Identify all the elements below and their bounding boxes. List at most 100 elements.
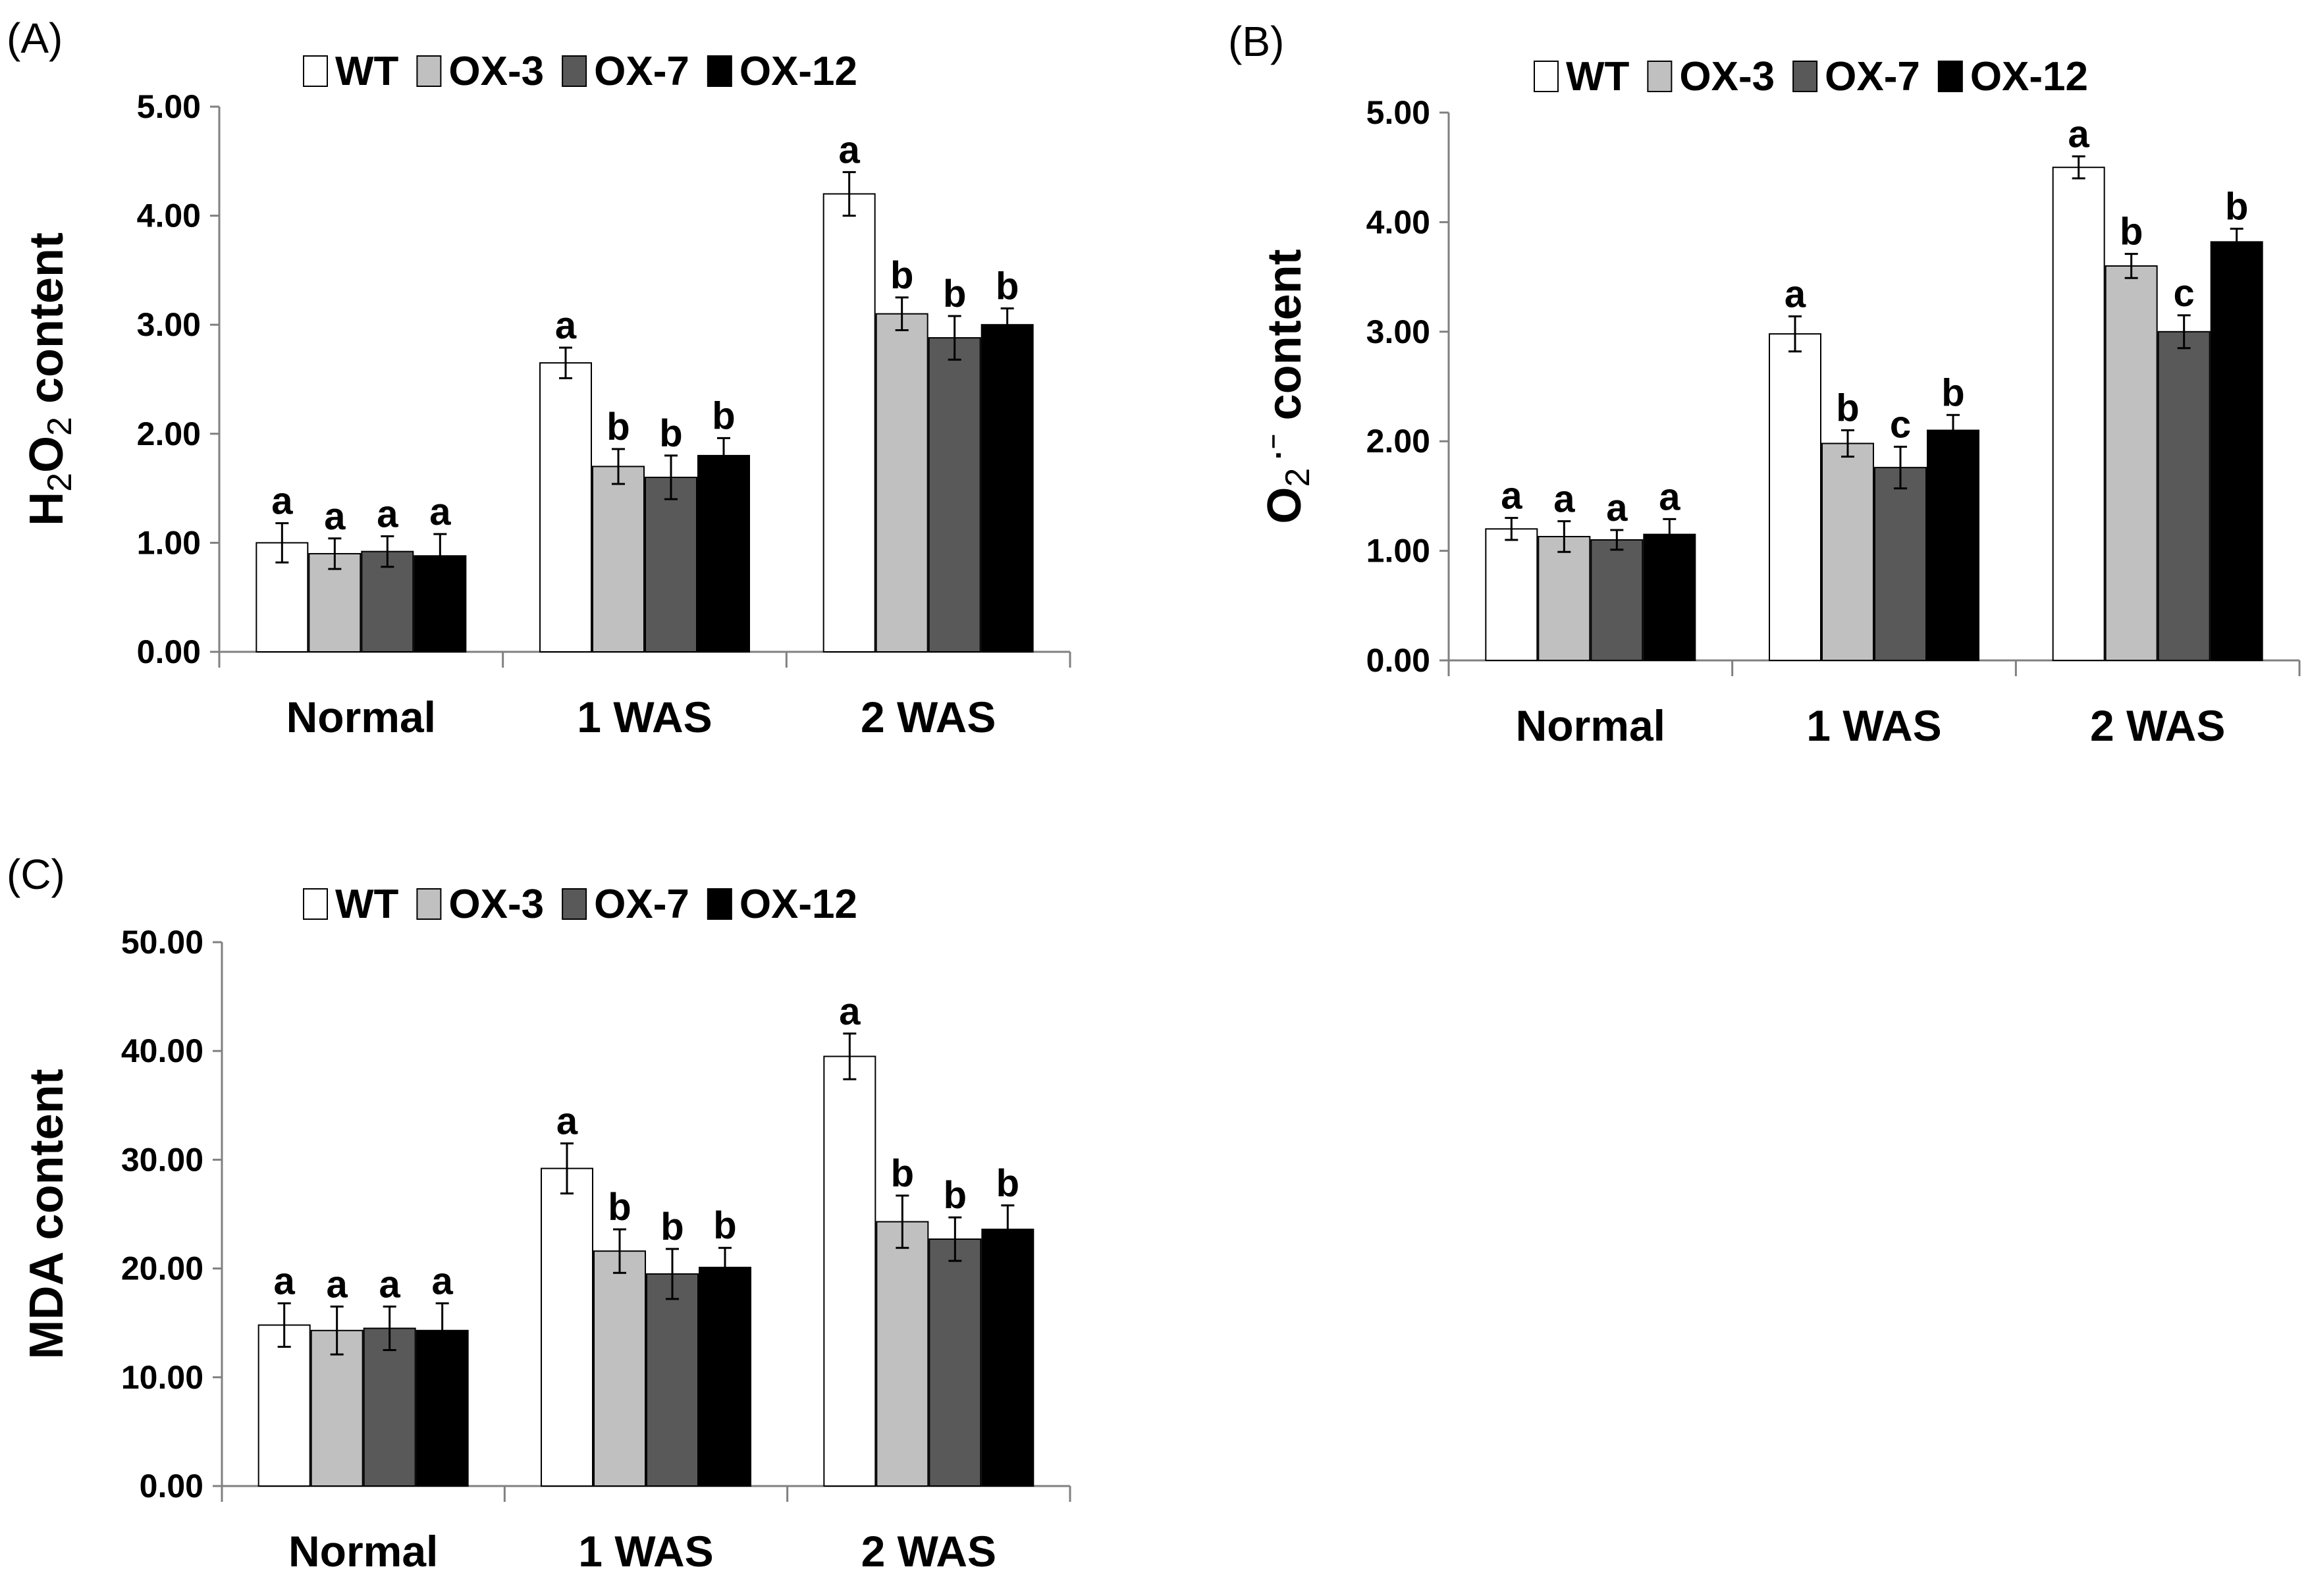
bar-ox-3	[593, 1250, 646, 1487]
significance-letter: b	[660, 1206, 684, 1248]
legend-label: OX-7	[594, 882, 689, 927]
x-category-label: 2 WAS	[2090, 701, 2225, 750]
x-category-label: 1 WAS	[1806, 701, 1941, 750]
bar-ox-7	[645, 477, 697, 652]
legend-label: OX-3	[448, 49, 544, 94]
y-tick-label: 0.00	[1366, 642, 1430, 679]
y-tick-label: 2.00	[137, 415, 201, 452]
bar-wt	[1485, 528, 1538, 661]
significance-letter: b	[891, 1152, 914, 1195]
x-category-label: Normal	[1516, 701, 1665, 750]
y-axis-label-part: MDA content	[20, 1069, 73, 1359]
significance-letter: b	[713, 1204, 736, 1247]
y-axis-label: MDA content	[20, 1069, 73, 1359]
bar-ox-3	[1538, 535, 1591, 662]
significance-letter: b	[890, 254, 913, 297]
significance-letter: b	[1941, 371, 1964, 414]
y-tick-label: 0.00	[140, 1468, 203, 1504]
bar-wt	[823, 1055, 876, 1487]
significance-letter: b	[712, 394, 735, 437]
legend-label: OX-3	[448, 882, 544, 927]
significance-letter: b	[996, 1162, 1019, 1205]
y-tick-label: 1.00	[137, 524, 201, 561]
bar-ox-3	[875, 313, 928, 652]
bar-ox-12	[1927, 429, 1979, 661]
y-axis-label: H2O2 content	[20, 232, 79, 526]
bar-ox-7	[2157, 331, 2211, 661]
legend-label: OX-3	[1679, 54, 1775, 99]
y-tick-label: 30.00	[121, 1141, 203, 1178]
legend-swatch	[1792, 61, 1818, 92]
y-tick-label: 50.00	[121, 924, 203, 961]
significance-letter: a	[379, 1263, 401, 1306]
legend-swatch	[707, 55, 732, 87]
y-tick-label: 10.00	[121, 1359, 203, 1396]
bar-ox-3	[308, 552, 362, 653]
legend-swatch	[416, 55, 442, 87]
y-tick-label: 5.00	[137, 88, 201, 125]
panel-label: (B)	[1228, 18, 1284, 65]
significance-letter: b	[943, 273, 966, 315]
significance-letter: a	[271, 480, 293, 523]
legend-swatch	[562, 55, 587, 87]
bar-ox-12	[699, 1266, 751, 1487]
chart-panel-c: (C) WT OX-3 OX-7 OX-12 0.00 10.00 20.00 30.00 40.…	[7, 851, 1071, 1576]
y-axis-label-part: content	[20, 232, 73, 417]
chart-panel-a: (A) WT OX-3 OX-7 OX-12 0.00 1.00 2.00 3.00 4.00 5.…	[7, 14, 1071, 741]
bar-ox-12	[981, 1229, 1034, 1487]
significance-letter: a	[377, 492, 398, 535]
x-category-label: 1 WAS	[578, 1527, 713, 1576]
legend-label: WT	[335, 882, 399, 927]
x-category-label: 2 WAS	[861, 693, 996, 741]
y-tick-label: 1.00	[1366, 533, 1430, 570]
bar-ox-7	[928, 337, 981, 653]
x-category-label: Normal	[288, 1527, 438, 1576]
bar-ox-12	[1643, 533, 1696, 662]
bar-ox-3	[310, 1329, 363, 1487]
significance-letter: b	[2225, 185, 2248, 228]
bar-ox-7	[1874, 467, 1927, 661]
panel-label: (C)	[7, 851, 65, 898]
x-category-label: 2 WAS	[861, 1527, 996, 1576]
bar-ox-7	[646, 1273, 699, 1487]
x-category-label: 1 WAS	[577, 693, 712, 741]
bar-wt	[2052, 167, 2105, 661]
y-axis-label-part: O	[20, 436, 73, 473]
legend-label: OX-12	[739, 49, 857, 94]
y-tick-label: 2.00	[1366, 423, 1430, 460]
significance-letter: a	[432, 1260, 454, 1302]
legend-label: OX-12	[1970, 54, 2088, 99]
bar-ox-3	[592, 466, 645, 652]
legend-label: OX-7	[594, 49, 689, 94]
significance-letter: a	[1606, 487, 1628, 529]
legend-swatch	[1534, 61, 1559, 92]
x-category-label: Normal	[286, 693, 436, 741]
significance-letter: b	[606, 406, 630, 448]
bar-ox-7	[1590, 539, 1644, 662]
y-axis-label-part: 2	[41, 473, 79, 492]
y-axis-label-part: ·⁻	[1261, 433, 1295, 467]
legend-swatch	[416, 888, 442, 920]
significance-letter: a	[274, 1260, 296, 1302]
bar-ox-7	[928, 1238, 982, 1487]
bar-ox-12	[2210, 241, 2263, 661]
significance-letter: b	[608, 1186, 631, 1229]
y-axis-label-part: 2	[1279, 468, 1317, 487]
y-tick-label: 3.00	[137, 306, 201, 343]
y-tick-label: 0.00	[137, 633, 201, 670]
significance-letter: c	[2174, 272, 2195, 315]
bar-ox-12	[697, 454, 750, 652]
y-axis-label-part: 2	[41, 417, 79, 436]
significance-letter: a	[1501, 475, 1522, 518]
legend-label: WT	[335, 49, 399, 94]
bar-wt	[257, 1324, 311, 1487]
y-tick-label: 4.00	[137, 198, 201, 234]
significance-letter: a	[1785, 273, 1806, 316]
significance-letter: a	[324, 495, 346, 538]
y-tick-label: 3.00	[1366, 313, 1430, 350]
y-axis-label-part: O	[1258, 487, 1311, 524]
significance-letter: a	[556, 1100, 578, 1143]
legend-swatch	[562, 888, 587, 920]
legend-label: OX-7	[1825, 54, 1920, 99]
